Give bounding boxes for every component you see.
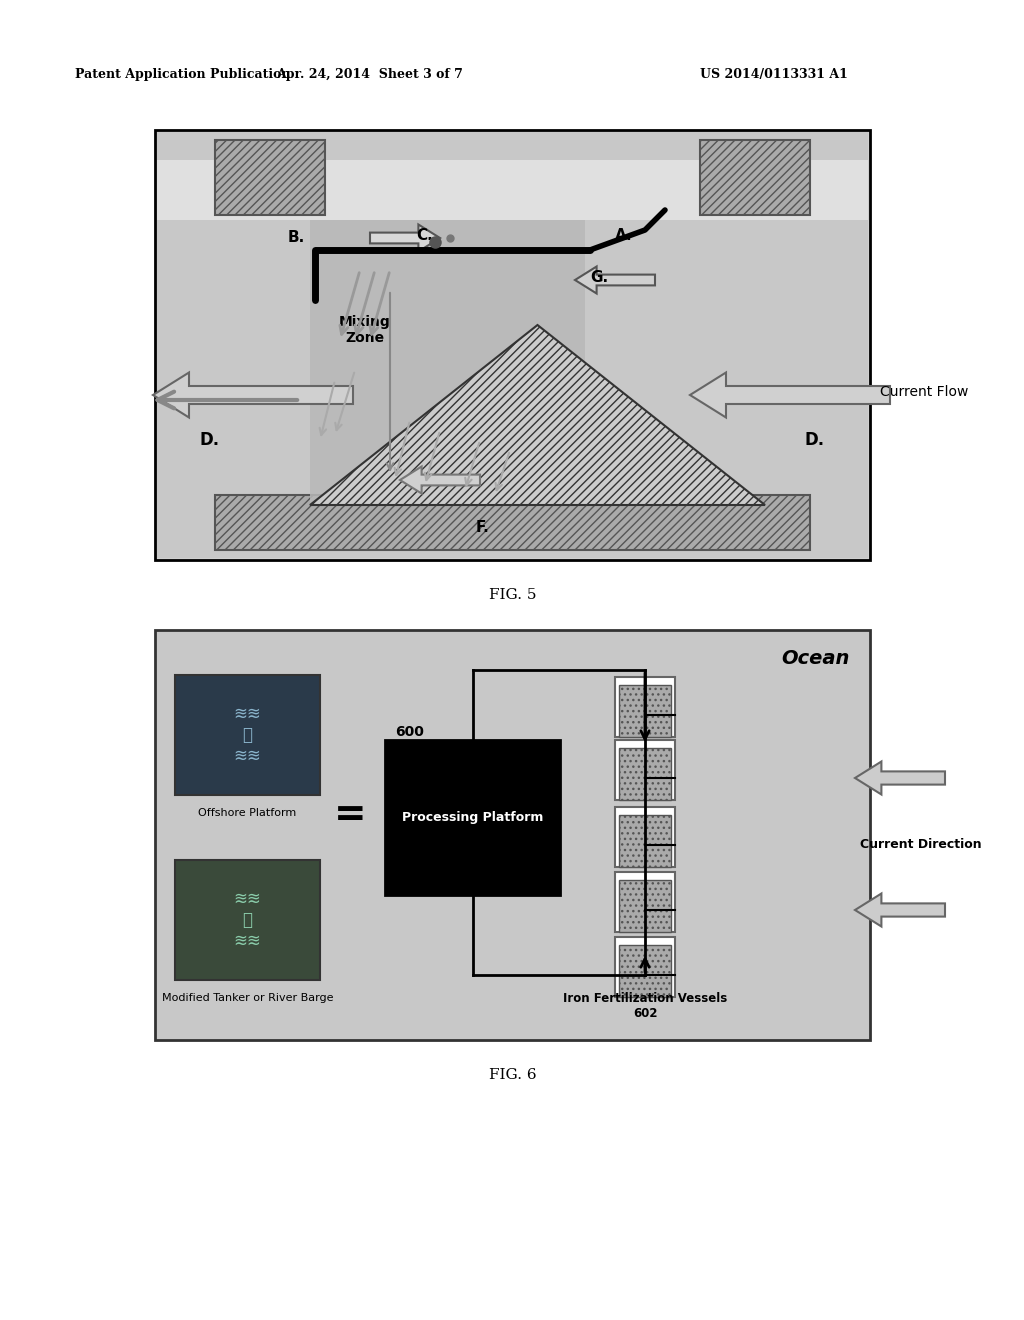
Text: Mixing
Zone: Mixing Zone bbox=[339, 315, 391, 345]
Polygon shape bbox=[690, 372, 890, 417]
Bar bbox=[155, 630, 870, 1040]
Bar bbox=[618, 880, 671, 932]
Text: C.: C. bbox=[417, 227, 433, 243]
Bar bbox=[700, 140, 810, 215]
Text: D.: D. bbox=[200, 432, 220, 449]
Text: ≋≋
🔧
≋≋: ≋≋ 🔧 ≋≋ bbox=[233, 705, 261, 764]
Bar bbox=[157, 160, 868, 220]
Bar bbox=[615, 873, 675, 932]
Bar bbox=[175, 675, 319, 795]
Text: FIG. 5: FIG. 5 bbox=[488, 587, 537, 602]
Text: G.: G. bbox=[590, 271, 608, 285]
Text: FIG. 6: FIG. 6 bbox=[488, 1068, 537, 1082]
Bar bbox=[618, 685, 671, 737]
Text: Apr. 24, 2014  Sheet 3 of 7: Apr. 24, 2014 Sheet 3 of 7 bbox=[276, 69, 464, 81]
Bar bbox=[310, 220, 585, 506]
Bar bbox=[618, 748, 671, 800]
Text: =: = bbox=[334, 796, 367, 834]
Bar bbox=[215, 140, 325, 215]
Bar bbox=[615, 807, 675, 867]
Text: Modified Tanker or River Barge: Modified Tanker or River Barge bbox=[162, 993, 333, 1003]
Text: US 2014/0113331 A1: US 2014/0113331 A1 bbox=[700, 69, 848, 81]
Polygon shape bbox=[153, 372, 353, 417]
Text: F.: F. bbox=[475, 520, 489, 536]
Text: Processing Platform: Processing Platform bbox=[401, 810, 543, 824]
Text: Ocean: Ocean bbox=[781, 648, 850, 668]
Text: Current Flow: Current Flow bbox=[880, 385, 969, 399]
Text: A.: A. bbox=[615, 227, 633, 243]
Text: Iron Fertilization Vessels
602: Iron Fertilization Vessels 602 bbox=[563, 993, 727, 1020]
Bar bbox=[618, 814, 671, 867]
Polygon shape bbox=[370, 224, 440, 252]
Bar bbox=[175, 861, 319, 979]
Polygon shape bbox=[855, 894, 945, 927]
Bar bbox=[615, 677, 675, 737]
Polygon shape bbox=[310, 325, 765, 506]
Text: ≋≋
🚢
≋≋: ≋≋ 🚢 ≋≋ bbox=[233, 890, 261, 950]
Bar bbox=[215, 495, 810, 550]
Bar bbox=[155, 129, 870, 560]
Text: Patent Application Publication: Patent Application Publication bbox=[75, 69, 291, 81]
Bar bbox=[618, 945, 671, 997]
Text: B.: B. bbox=[288, 231, 305, 246]
Bar bbox=[615, 741, 675, 800]
Text: 600: 600 bbox=[395, 725, 424, 739]
Bar bbox=[157, 132, 868, 558]
Polygon shape bbox=[400, 466, 480, 494]
Text: Current Direction: Current Direction bbox=[860, 838, 982, 851]
Bar bbox=[615, 937, 675, 997]
Text: D.: D. bbox=[805, 432, 825, 449]
Bar bbox=[385, 741, 560, 895]
Polygon shape bbox=[855, 762, 945, 795]
Polygon shape bbox=[575, 267, 655, 293]
Text: Offshore Platform: Offshore Platform bbox=[199, 808, 297, 818]
